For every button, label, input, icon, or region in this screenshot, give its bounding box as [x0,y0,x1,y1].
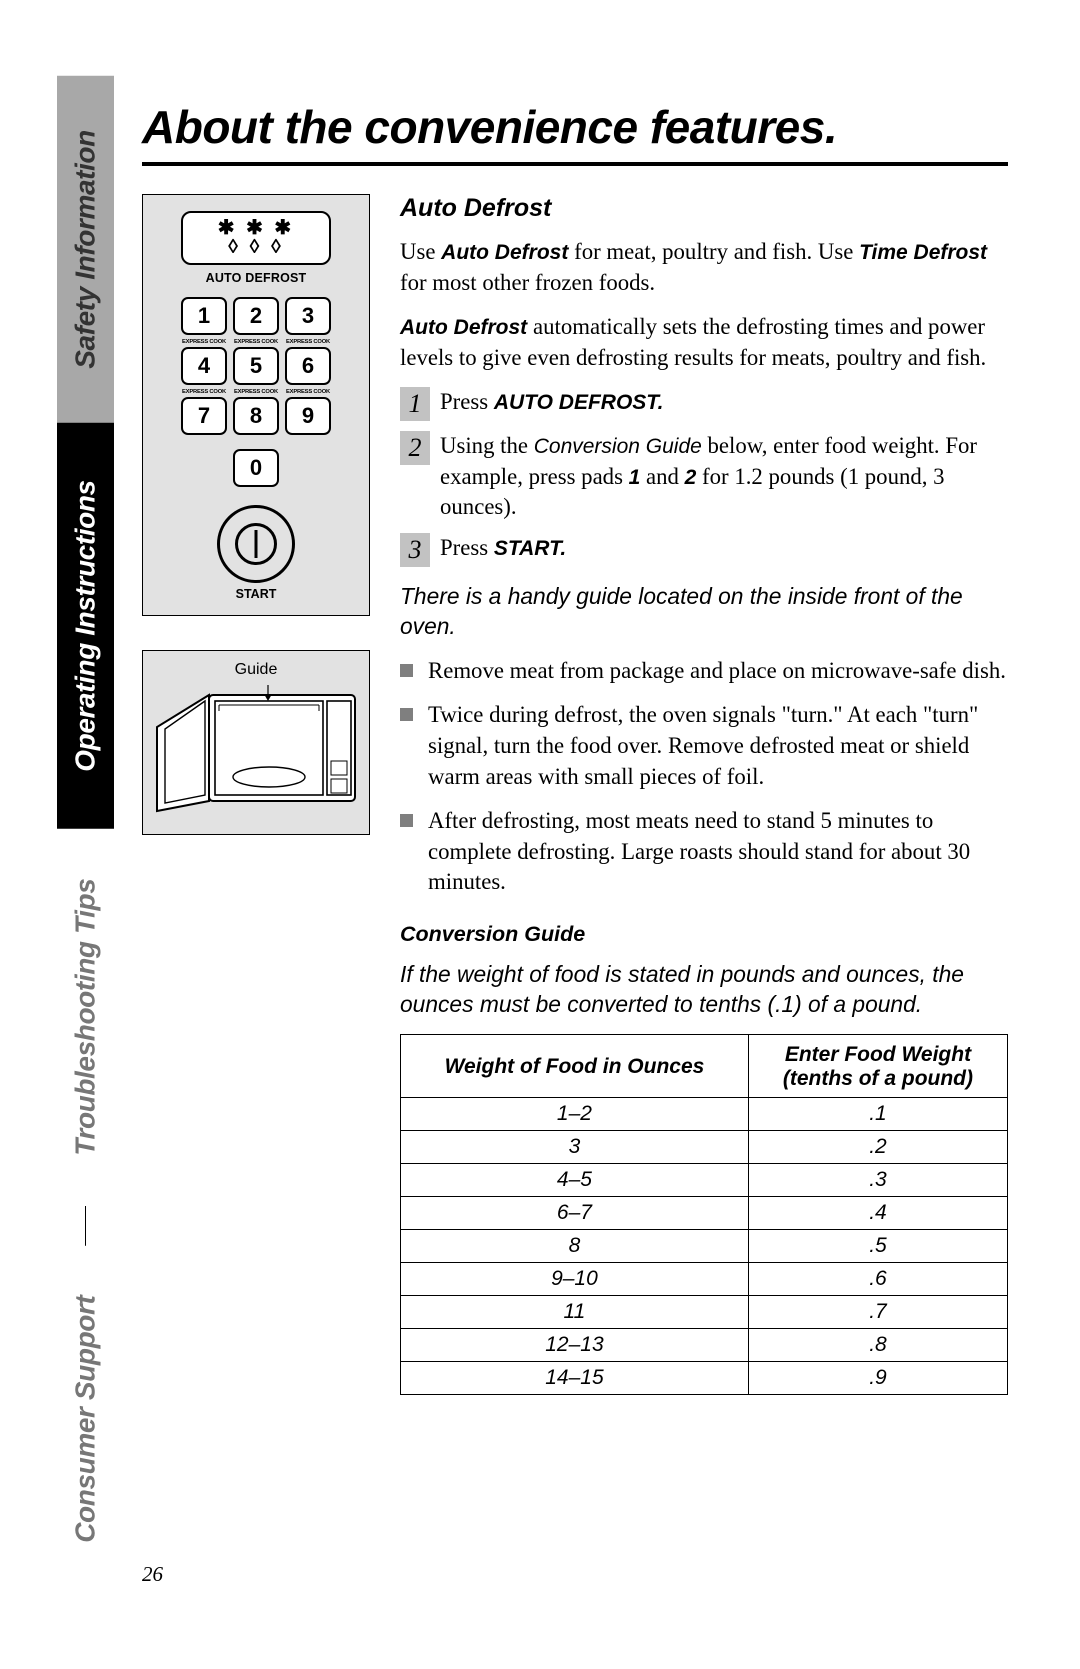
table-row: 11.7 [401,1295,1008,1328]
page-number: 26 [142,1562,163,1587]
start-inner-icon [235,523,277,565]
page-content: About the convenience features. ✱ ✱ ✱ ◊ … [142,100,1008,1395]
pad-7[interactable]: 7 [181,397,227,435]
start-label: START [236,587,277,601]
tab-consumer[interactable]: Consumer Support [57,1246,114,1593]
step-num-3: 3 [400,533,430,567]
table-row: 12–13.8 [401,1328,1008,1361]
side-tabs: Safety Information Operating Instruction… [57,76,114,1593]
bullet-1: Remove meat from package and place on mi… [400,656,1008,687]
table-row: 9–10.6 [401,1262,1008,1295]
table-row: 14–15.9 [401,1361,1008,1394]
conversion-heading: Conversion Guide [400,922,1008,947]
section-heading: Auto Defrost [400,194,1008,223]
pad-1[interactable]: 1EXPRESS COOK [181,297,227,335]
display-drops: ◊ ◊ ◊ [218,238,294,257]
microwave-icon [155,683,359,813]
bullet-2: Twice during defrost, the oven signals "… [400,700,1008,792]
left-illustrations: ✱ ✱ ✱ ◊ ◊ ◊ AUTO DEFROST 1EXPRESS COOK 2… [142,194,370,1395]
intro-1: Use Auto Defrost for meat, poultry and f… [400,237,1008,298]
table-row: 6–7.4 [401,1196,1008,1229]
auto-defrost-label: AUTO DEFROST [206,271,307,285]
intro-2: Auto Defrost automatically sets the defr… [400,312,1008,373]
right-text: Auto Defrost Use Auto Defrost for meat, … [400,194,1008,1395]
tab-operating[interactable]: Operating Instructions [57,423,114,830]
table-row: 1–2.1 [401,1097,1008,1130]
handy-guide-note: There is a handy guide located on the in… [400,581,1008,642]
table-row: 8.5 [401,1229,1008,1262]
step-1: 1 Press AUTO DEFROST. [400,387,1008,421]
tab-divider [85,1206,86,1246]
step-num-2: 2 [400,431,430,465]
table-row: 4–5.3 [401,1163,1008,1196]
pad-3[interactable]: 3EXPRESS COOK [285,297,331,335]
conversion-note: If the weight of food is stated in pound… [400,959,1008,1020]
bullet-3: After defrosting, most meats need to sta… [400,806,1008,898]
pad-2[interactable]: 2EXPRESS COOK [233,297,279,335]
tab-troubleshooting[interactable]: Troubleshooting Tips [57,829,114,1206]
keypad-panel: ✱ ✱ ✱ ◊ ◊ ◊ AUTO DEFROST 1EXPRESS COOK 2… [142,194,370,616]
bullet-list: Remove meat from package and place on mi… [400,656,1008,898]
start-dial[interactable] [217,505,295,583]
microwave-diagram: Guide [142,650,370,835]
step-num-1: 1 [400,387,430,421]
page-title: About the convenience features. [142,100,1008,166]
pad-4[interactable]: 4EXPRESS COOK [181,347,227,385]
tab-safety[interactable]: Safety Information [57,76,114,423]
col-1-header: Weight of Food in Ounces [401,1034,749,1097]
step-3: 3 Press START. [400,533,1008,567]
keypad-display: ✱ ✱ ✱ ◊ ◊ ◊ [181,211,331,265]
table-row: 3.2 [401,1130,1008,1163]
pad-9[interactable]: 9 [285,397,331,435]
guide-label: Guide [155,661,357,679]
pad-0[interactable]: 0 [233,449,279,487]
step-2: 2 Using the Conversion Guide below, ente… [400,431,1008,523]
pad-6[interactable]: 6EXPRESS COOK [285,347,331,385]
pad-8[interactable]: 8 [233,397,279,435]
steps: 1 Press AUTO DEFROST. 2 Using the Conver… [400,387,1008,567]
conversion-table: Weight of Food in Ounces Enter Food Weig… [400,1034,1008,1395]
pad-5[interactable]: 5EXPRESS COOK [233,347,279,385]
col-2-header: Enter Food Weight (tenths of a pound) [748,1034,1007,1097]
